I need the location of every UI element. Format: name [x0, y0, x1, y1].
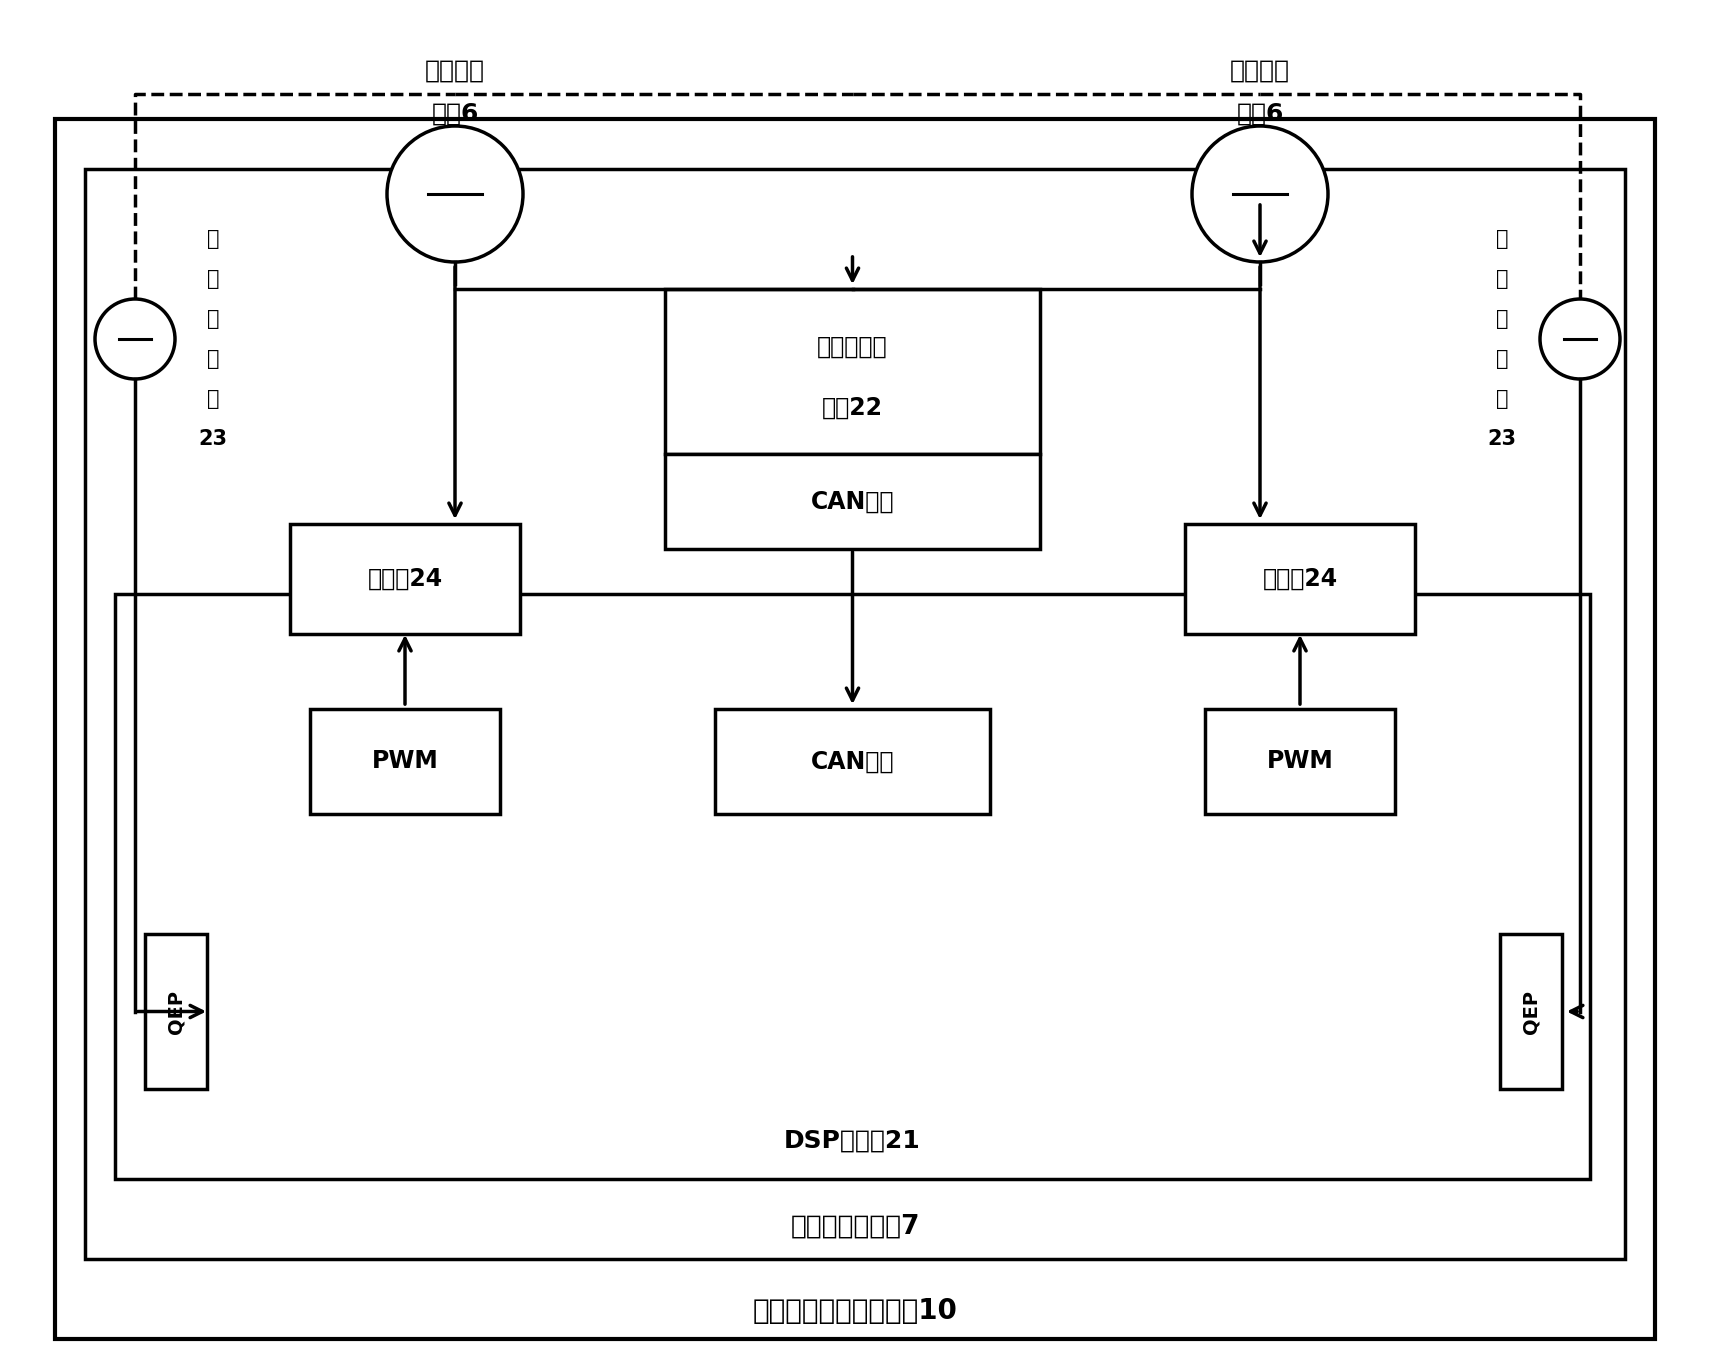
Text: 器: 器: [207, 389, 219, 409]
FancyBboxPatch shape: [1205, 709, 1395, 814]
Text: 电: 电: [207, 269, 219, 289]
Text: 编: 编: [207, 310, 219, 329]
Text: 码: 码: [1496, 349, 1508, 370]
Text: 光: 光: [1496, 229, 1508, 250]
Text: PWM: PWM: [1267, 749, 1333, 773]
Text: 逆变器24: 逆变器24: [367, 567, 442, 591]
Text: 电: 电: [1496, 269, 1508, 289]
FancyBboxPatch shape: [1500, 934, 1561, 1088]
Text: 多相容错: 多相容错: [1231, 59, 1291, 83]
Text: 逆变器24: 逆变器24: [1263, 567, 1337, 591]
Text: 电机6: 电机6: [432, 102, 478, 125]
Text: 电动汽车运动控制系统10: 电动汽车运动控制系统10: [752, 1297, 958, 1324]
Text: CAN总线: CAN总线: [811, 749, 895, 773]
Text: 多相独立控制器7: 多相独立控制器7: [790, 1214, 920, 1240]
Text: QEP: QEP: [166, 989, 185, 1034]
Circle shape: [1539, 299, 1620, 379]
Text: 车体信号传: 车体信号传: [818, 334, 888, 359]
Text: DSP控制器21: DSP控制器21: [783, 1129, 920, 1153]
FancyBboxPatch shape: [665, 454, 1040, 548]
Text: 23: 23: [1488, 430, 1517, 449]
Text: 码: 码: [207, 349, 219, 370]
Text: 编: 编: [1496, 310, 1508, 329]
Circle shape: [94, 299, 175, 379]
Circle shape: [1191, 125, 1328, 262]
FancyBboxPatch shape: [115, 593, 1591, 1178]
FancyBboxPatch shape: [146, 934, 207, 1088]
FancyBboxPatch shape: [290, 524, 519, 634]
FancyBboxPatch shape: [715, 709, 991, 814]
Text: 光: 光: [207, 229, 219, 250]
Text: QEP: QEP: [1522, 989, 1541, 1034]
Text: CAN总线: CAN总线: [811, 490, 895, 513]
Text: 器: 器: [1496, 389, 1508, 409]
FancyBboxPatch shape: [1184, 524, 1416, 634]
FancyBboxPatch shape: [665, 289, 1040, 454]
Text: 23: 23: [199, 430, 228, 449]
Text: 多相容错: 多相容错: [425, 59, 485, 83]
FancyBboxPatch shape: [55, 119, 1656, 1339]
Text: 感器22: 感器22: [823, 396, 883, 420]
Text: 电机6: 电机6: [1236, 102, 1284, 125]
Circle shape: [387, 125, 523, 262]
FancyBboxPatch shape: [86, 169, 1625, 1259]
FancyBboxPatch shape: [310, 709, 500, 814]
Text: PWM: PWM: [372, 749, 439, 773]
